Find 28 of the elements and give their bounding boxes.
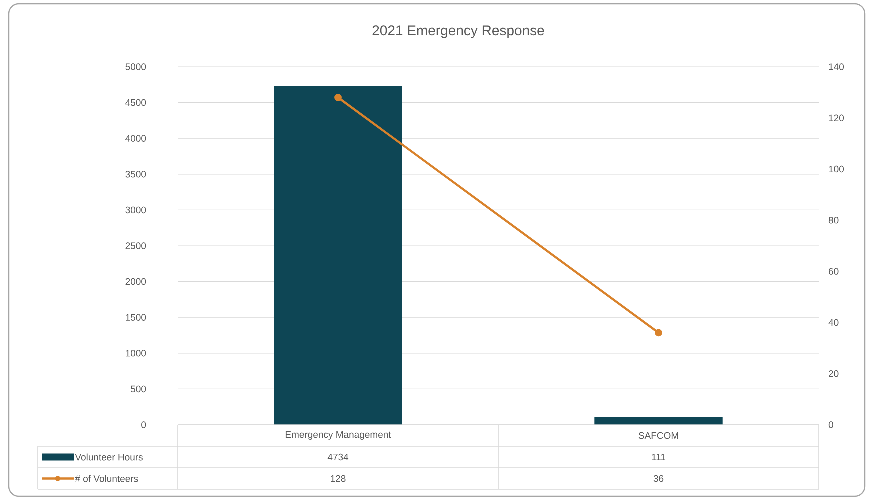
x-tick-label: Emergency Management [286,431,392,440]
y-tick-label: 1000 [126,350,146,357]
y-tick-label: 3500 [126,171,146,178]
y2-tick-label: 140 [829,64,844,70]
y-tick-label: 2500 [126,242,146,250]
y2-tick-label: 20 [829,370,839,378]
y2-tick-label: 40 [828,319,839,326]
legend-label: Volunteer Hours [75,454,143,461]
y-tick-label: 0 [142,422,146,428]
chart-title: 2021 Emergency Response [372,26,544,38]
y-tick-label: 4500 [126,99,146,106]
data-label: 36 [654,475,664,482]
data-label: 111 [652,454,666,461]
y-tick-label: 2000 [126,278,146,286]
y2-tick-label: 100 [829,166,844,173]
legend-label: # of Volunteers [75,475,138,482]
y2-tick-label: 60 [829,268,839,275]
y-tick-label: 3000 [126,206,146,214]
y2-tick-label: 0 [828,422,834,428]
y2-tick-label: 80 [828,217,839,224]
x-tick-label: SAFCOM [638,432,678,440]
y-tick-label: 4000 [126,135,146,142]
y-tick-label: 5000 [126,64,146,70]
y-tick-label: 500 [130,386,146,393]
y-tick-label: 1500 [126,314,146,321]
data-label: 4734 [328,454,349,461]
data-label: 128 [331,475,346,482]
y2-tick-label: 120 [829,114,844,122]
